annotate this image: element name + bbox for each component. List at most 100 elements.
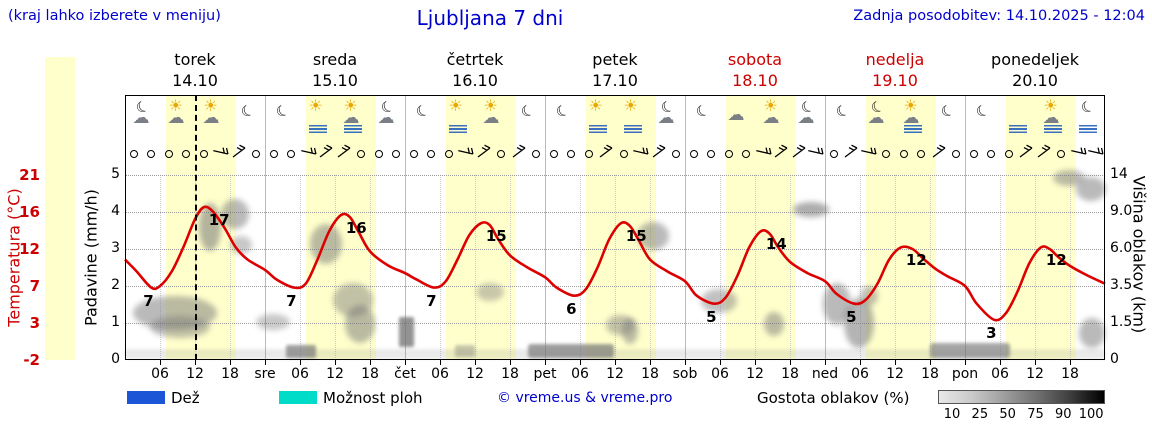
cloud-tick-label: 0 — [1110, 351, 1119, 367]
fog-icon — [588, 125, 607, 133]
x-tick-mark — [300, 360, 301, 365]
cloud-icon: ☁ — [377, 108, 395, 128]
sun-icon: ☀ — [763, 96, 778, 115]
weather-icon: ☀ ☁ — [897, 96, 929, 137]
temp-tick-label: 3 — [29, 314, 40, 332]
precip-tick-label: 3 — [111, 240, 120, 256]
wind-barb-icon — [842, 144, 860, 160]
weather-icon: ☾ ☁ — [127, 96, 159, 137]
copyright-link[interactable]: © vreme.us & vreme.pro — [497, 390, 673, 406]
cloud-icon: ☁ — [132, 108, 150, 128]
cloud-icon: ☁ — [727, 105, 745, 125]
x-tick-label: 18 — [1061, 366, 1079, 382]
wind-calm-icon — [742, 150, 751, 158]
x-tick-mark — [195, 360, 196, 365]
temp-min-label: 7 — [286, 291, 297, 310]
density-tick-label: 25 — [971, 407, 989, 422]
temp-tick-label: 12 — [19, 240, 40, 258]
plot-frame — [125, 95, 1105, 360]
wind-calm-icon — [584, 150, 593, 158]
wind-calm-icon — [1057, 150, 1066, 158]
x-tick-label: 12 — [466, 366, 484, 382]
cloud-icon: ☁ — [867, 108, 885, 128]
x-tick-mark — [755, 360, 756, 365]
wind-calm-icon — [549, 150, 558, 158]
weather-icon: ☀ — [302, 96, 334, 137]
weather-icon: ☀ ☁ — [477, 96, 509, 137]
weather-icon: ☀ — [617, 96, 649, 137]
x-tick-mark — [685, 360, 686, 365]
x-tick-label: pet — [533, 366, 557, 382]
cloud-icon: ☁ — [1042, 108, 1060, 128]
now-line — [195, 95, 198, 360]
temp-max-label: 15 — [485, 227, 507, 246]
wind-calm-icon — [619, 150, 628, 158]
density-tick-label: 50 — [999, 407, 1016, 422]
wind-barb-icon — [1017, 144, 1035, 160]
temp-tick-label: 21 — [19, 166, 40, 184]
wind-calm-icon — [567, 150, 576, 158]
x-tick-label: 18 — [921, 366, 939, 382]
cloud-blob — [1076, 177, 1106, 201]
weather-icon: ☁ ☾ — [372, 96, 404, 137]
wind-calm-icon — [724, 150, 733, 158]
cloud-icon: ☁ — [482, 108, 500, 128]
showers-legend-label: Možnost ploh — [323, 389, 423, 407]
x-tick-mark — [510, 360, 511, 365]
wind-barb-icon — [804, 140, 828, 164]
wind-calm-icon — [497, 150, 506, 158]
wind-barb-icon — [790, 144, 808, 160]
x-tick-mark — [650, 360, 651, 365]
wind-calm-icon — [829, 150, 838, 158]
wind-barb-icon — [335, 144, 353, 160]
day-name: sreda — [312, 50, 358, 69]
weather-icon: ☾ ☁ — [862, 96, 894, 137]
wind-barb-icon — [297, 140, 321, 164]
wind-calm-icon — [1004, 150, 1013, 158]
precip-tick-label: 0 — [111, 351, 120, 367]
weather-icon — [1002, 99, 1034, 137]
fog-icon — [1078, 125, 1097, 133]
location-hint: (kraj lahko izberete v meniju) — [8, 8, 221, 24]
page-title: Ljubljana 7 dni — [416, 6, 564, 30]
wind-barb-icon — [629, 140, 653, 164]
cloud-icon: ☁ — [657, 108, 675, 128]
weather-icon: ☁ ☾ — [652, 96, 684, 137]
cloud-blob — [399, 317, 414, 347]
day-name: ponedeljek — [991, 50, 1079, 69]
weather-icon: ☀ ☁ — [337, 96, 369, 137]
h-gridline — [125, 175, 1105, 176]
sun-icon: ☀ — [343, 96, 358, 115]
wind-calm-icon — [199, 150, 208, 158]
x-tick-mark — [1035, 360, 1036, 365]
cloud-icon: ☁ — [762, 108, 780, 128]
cloud-icon: ☁ — [797, 108, 815, 128]
sun-icon: ☀ — [168, 96, 183, 115]
wind-calm-icon — [269, 150, 278, 158]
weather-icon: ☀ ☁ — [197, 96, 229, 137]
wind-calm-icon — [899, 150, 908, 158]
rain-swatch — [127, 391, 165, 404]
x-tick-mark — [265, 360, 266, 365]
x-tick-mark — [580, 360, 581, 365]
cloud-tick-label: 1.5 — [1110, 314, 1133, 330]
x-tick-label: sre — [254, 366, 276, 382]
cloud-icon: ☁ — [167, 108, 185, 128]
wind-calm-icon — [444, 150, 453, 158]
density-tick-label: 75 — [1027, 407, 1044, 422]
day-date: 17.10 — [592, 71, 638, 90]
daylight-legend-strip — [45, 57, 75, 360]
x-tick-label: pon — [951, 366, 979, 382]
cloud-tick-label: 9.0 — [1110, 203, 1133, 219]
x-tick-label: 12 — [326, 366, 344, 382]
cloud-blob — [1053, 170, 1085, 186]
sun-icon: ☀ — [903, 96, 918, 115]
wind-calm-icon — [917, 150, 926, 158]
x-tick-mark — [930, 360, 931, 365]
wind-barb-icon — [317, 144, 335, 160]
cloud-density-label: Gostota oblakov (%) — [757, 389, 910, 407]
weather-icon: ☁ ☾ — [792, 96, 824, 137]
cloud-tick-label: 14 — [1110, 166, 1128, 182]
wind-barb-icon — [510, 144, 528, 160]
x-tick-mark — [825, 360, 826, 365]
